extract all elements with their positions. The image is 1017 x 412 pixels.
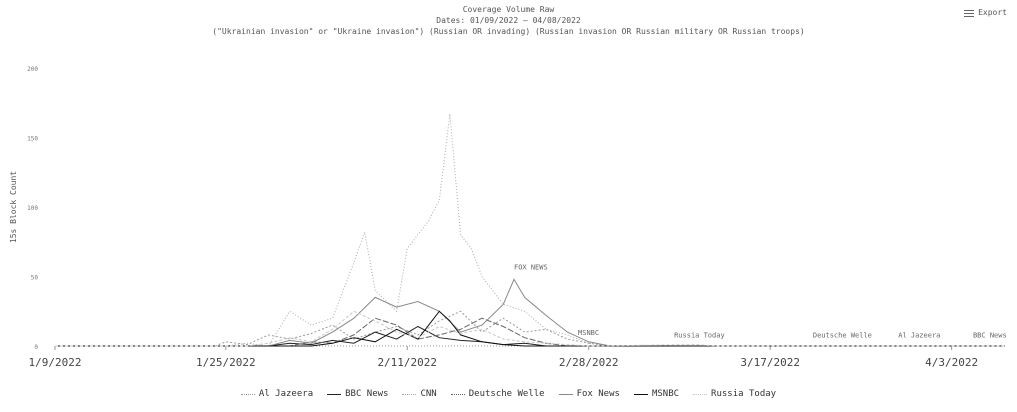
export-button[interactable]: Export [964, 8, 1007, 17]
y-tick-label: 150 [27, 136, 38, 143]
legend-label: Russia Today [711, 389, 777, 399]
annotation-label: Russia Today [674, 332, 725, 340]
legend-label: MSNBC [651, 389, 680, 399]
series-line-al-jazeera [55, 310, 1005, 347]
chart-query: ("Ukrainian invasion" or "Ukraine invasi… [212, 27, 805, 36]
legend-swatch [327, 393, 342, 395]
series-line-cnn [55, 113, 1005, 347]
legend-swatch [402, 393, 417, 395]
annotation-label: FOX NEWS [514, 264, 548, 272]
legend-swatch [633, 393, 648, 395]
series-line-deutsche-welle [55, 317, 1005, 347]
annotation-label: BBC News [973, 332, 1007, 340]
legend-label: Fox News [576, 389, 620, 399]
y-axis-label: 15s Block Count [9, 171, 18, 243]
legend-label: Al Jazeera [258, 389, 314, 399]
legend-label: BBC News [345, 389, 389, 399]
annotation-label: Al Jazeera [898, 332, 940, 340]
y-tick-label: 0 [34, 344, 38, 351]
series-line-russia-today [55, 310, 1005, 347]
legend-item[interactable]: CNN [402, 389, 437, 399]
legend-item[interactable]: BBC News [327, 389, 388, 399]
x-tick-label: 1/9/2022 [29, 356, 82, 369]
chart-header: Coverage Volume Raw Dates: 01/09/2022 – … [0, 4, 1017, 37]
legend-item[interactable]: Al Jazeera [240, 389, 314, 399]
legend-label: CNN [420, 389, 437, 399]
x-tick-label: 4/3/2022 [925, 356, 978, 369]
annotation-label: Deutsche Welle [813, 332, 872, 340]
y-tick-label: 200 [27, 66, 38, 73]
legend-swatch [558, 393, 573, 395]
legend-item[interactable]: MSNBC [633, 389, 680, 399]
legend-label: Deutsche Welle [468, 389, 545, 399]
annotation-label: MSNBC [578, 329, 599, 337]
legend-item[interactable]: Deutsche Welle [450, 389, 545, 399]
x-tick-label: 2/11/2022 [377, 356, 437, 369]
legend-swatch [240, 393, 255, 395]
export-label: Export [978, 8, 1007, 17]
legend-swatch [450, 393, 465, 395]
chart-title: Coverage Volume Raw [462, 5, 555, 14]
legend-item[interactable]: Russia Today [693, 389, 776, 399]
y-tick-label: 50 [31, 275, 39, 282]
legend-swatch [693, 393, 708, 395]
series-line-msnbc [55, 310, 1005, 347]
y-tick-label: 100 [27, 205, 38, 212]
chart-legend: Al Jazeera BBC News CNN Deutsche Welle Fox N… [0, 389, 1017, 399]
export-icon [964, 8, 975, 17]
chart-subtitle: Dates: 01/09/2022 – 04/08/2022 [436, 16, 581, 25]
x-tick-label: 2/28/2022 [559, 356, 619, 369]
x-tick-label: 1/25/2022 [196, 356, 256, 369]
x-tick-label: 3/17/2022 [740, 356, 800, 369]
legend-item[interactable]: Fox News [558, 389, 620, 399]
